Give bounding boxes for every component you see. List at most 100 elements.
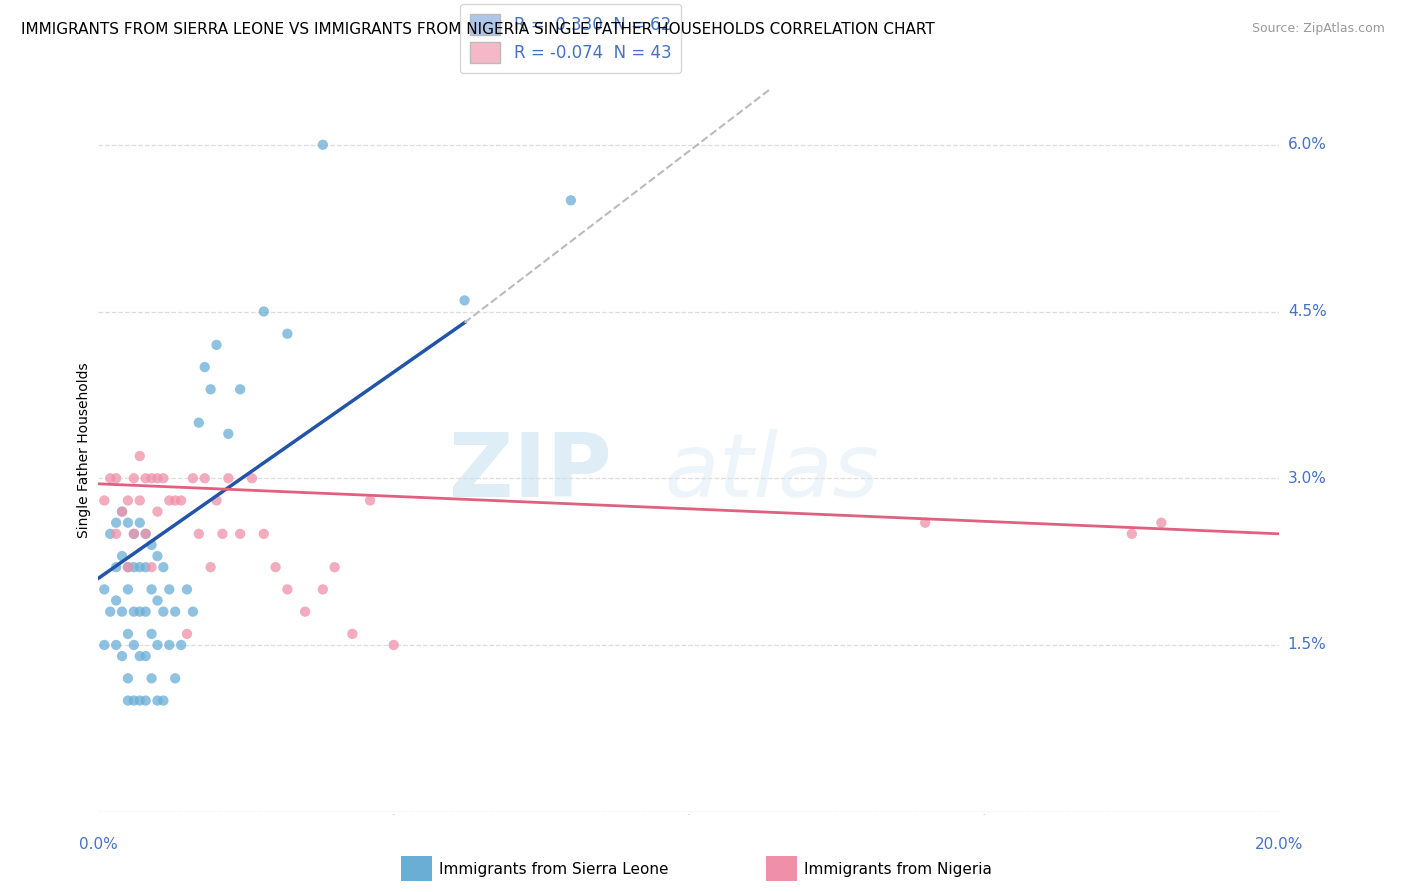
Legend: R =  0.330  N = 62, R = -0.074  N = 43: R = 0.330 N = 62, R = -0.074 N = 43: [460, 4, 682, 73]
Point: [93, 638, 115, 652]
Point: [312, 137, 335, 152]
Point: [122, 526, 145, 541]
Point: [152, 471, 174, 485]
Point: [128, 493, 150, 508]
Point: [117, 560, 139, 574]
Point: [117, 671, 139, 685]
Text: 1.5%: 1.5%: [1288, 638, 1326, 652]
Text: Immigrants from Nigeria: Immigrants from Nigeria: [804, 863, 993, 877]
Point: [111, 549, 134, 563]
Point: [1150, 516, 1173, 530]
Point: [205, 493, 228, 508]
Point: [111, 649, 134, 664]
Point: [560, 194, 582, 208]
Point: [122, 471, 145, 485]
Point: [253, 526, 276, 541]
Point: [229, 526, 252, 541]
Text: Source: ZipAtlas.com: Source: ZipAtlas.com: [1251, 22, 1385, 36]
Point: [105, 516, 128, 530]
Point: [98, 605, 121, 619]
Point: [117, 582, 139, 597]
Point: [152, 693, 174, 707]
Point: [181, 471, 204, 485]
Point: [165, 605, 187, 619]
Point: [135, 526, 157, 541]
Point: [128, 560, 150, 574]
Point: [146, 693, 169, 707]
Point: [217, 471, 239, 485]
Point: [105, 593, 128, 607]
Point: [128, 605, 150, 619]
Point: [135, 693, 157, 707]
Point: [141, 471, 163, 485]
Text: Immigrants from Sierra Leone: Immigrants from Sierra Leone: [439, 863, 668, 877]
Point: [135, 605, 157, 619]
Point: [200, 382, 222, 396]
Point: [176, 582, 198, 597]
Point: [105, 638, 128, 652]
Point: [122, 605, 145, 619]
Point: [217, 426, 239, 441]
Point: [342, 627, 364, 641]
Point: [276, 582, 298, 597]
Point: [146, 505, 169, 519]
Point: [157, 493, 180, 508]
Point: [240, 471, 263, 485]
Point: [276, 326, 298, 341]
Point: [128, 516, 150, 530]
Point: [117, 627, 139, 641]
Point: [146, 638, 169, 652]
Point: [229, 382, 252, 396]
Point: [141, 582, 163, 597]
Point: [294, 605, 316, 619]
Point: [152, 605, 174, 619]
Point: [93, 493, 115, 508]
Point: [165, 671, 187, 685]
Point: [141, 671, 163, 685]
Point: [187, 526, 209, 541]
Point: [152, 560, 174, 574]
Point: [111, 505, 134, 519]
Point: [914, 516, 936, 530]
Point: [187, 416, 209, 430]
Text: IMMIGRANTS FROM SIERRA LEONE VS IMMIGRANTS FROM NIGERIA SINGLE FATHER HOUSEHOLDS: IMMIGRANTS FROM SIERRA LEONE VS IMMIGRAN…: [21, 22, 935, 37]
Point: [98, 526, 121, 541]
Point: [98, 471, 121, 485]
Text: ZIP: ZIP: [450, 429, 612, 516]
Point: [128, 649, 150, 664]
Point: [1121, 526, 1143, 541]
Point: [205, 338, 228, 352]
Point: [312, 582, 335, 597]
Point: [117, 560, 139, 574]
Point: [122, 526, 145, 541]
Point: [157, 582, 180, 597]
Point: [105, 471, 128, 485]
Point: [122, 693, 145, 707]
Point: [105, 526, 128, 541]
Point: [117, 493, 139, 508]
Point: [253, 304, 276, 318]
Point: [146, 549, 169, 563]
Text: atlas: atlas: [664, 429, 879, 516]
Point: [128, 449, 150, 463]
Text: 6.0%: 6.0%: [1288, 137, 1327, 153]
Point: [382, 638, 405, 652]
Point: [122, 638, 145, 652]
Point: [141, 538, 163, 552]
Text: 20.0%: 20.0%: [1256, 837, 1303, 852]
Point: [181, 605, 204, 619]
Point: [135, 526, 157, 541]
Point: [117, 693, 139, 707]
Point: [141, 627, 163, 641]
Point: [135, 471, 157, 485]
Point: [157, 638, 180, 652]
Point: [176, 627, 198, 641]
Point: [111, 605, 134, 619]
Point: [128, 693, 150, 707]
Point: [194, 471, 217, 485]
Point: [453, 293, 475, 308]
Point: [141, 560, 163, 574]
Point: [359, 493, 381, 508]
Point: [135, 649, 157, 664]
Point: [200, 560, 222, 574]
